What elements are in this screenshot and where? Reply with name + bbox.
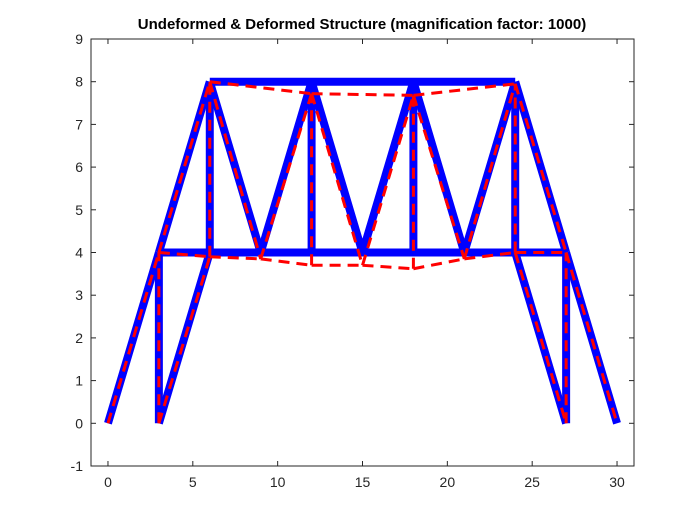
chart-title: Undeformed & Deformed Structure (magnifi…	[138, 16, 586, 33]
deformed-member-3	[157, 256, 212, 424]
y-tick-label: 9	[75, 31, 83, 47]
axis-ticks: 0 5 10 15 20 25 30 -1 0 1 2 3 4 5 6 7 8 9	[71, 31, 634, 490]
x-tick-label: 20	[440, 474, 456, 490]
y-tick-label: 8	[75, 74, 83, 90]
y-tick-label: 1	[75, 373, 83, 389]
deformed-member-26	[564, 252, 619, 424]
undeformed-member-13	[409, 80, 469, 254]
deformed-member-16	[208, 81, 263, 260]
y-tick-label: 2	[75, 330, 83, 346]
deformed-member-9	[362, 263, 414, 271]
deformed-member-6	[209, 255, 261, 261]
deformed-member-0	[106, 252, 161, 424]
undeformed-member-11	[358, 80, 418, 254]
y-tick-label: 5	[75, 202, 83, 218]
y-tick-label: 7	[75, 116, 83, 132]
deformed-member-22	[411, 94, 466, 260]
x-tick-label: 15	[355, 474, 371, 490]
y-tick-label: 0	[75, 415, 83, 431]
deformed-member-11	[464, 251, 516, 261]
x-tick-label: 0	[104, 474, 112, 490]
deformed-member-28	[513, 252, 568, 424]
deformed-member-5	[158, 251, 210, 259]
y-tick-label: 6	[75, 159, 83, 175]
deformed-member-7	[260, 257, 312, 267]
y-tick-label: -1	[71, 458, 84, 474]
deformed-member-17	[259, 93, 314, 260]
deformed-member-1	[157, 81, 212, 253]
x-tick-label: 30	[609, 474, 625, 490]
deformed-member-23	[462, 83, 517, 260]
undeformed-member-10	[307, 80, 367, 254]
deformed-member-19	[310, 93, 364, 266]
undeformed-member-8	[256, 80, 316, 254]
x-tick-label: 5	[189, 474, 197, 490]
x-tick-label: 10	[270, 474, 286, 490]
y-tick-label: 4	[75, 245, 83, 261]
deformed-member-10	[413, 257, 465, 271]
deformed-member-20	[361, 94, 415, 266]
deformed-member-25	[513, 83, 568, 253]
deformed-structure	[106, 80, 619, 424]
y-tick-label: 3	[75, 287, 83, 303]
x-tick-label: 25	[524, 474, 540, 490]
